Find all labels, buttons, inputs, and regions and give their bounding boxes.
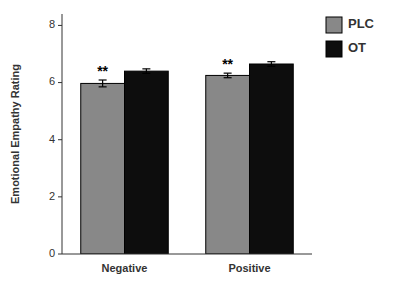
- y-tick: [58, 254, 62, 255]
- error-bar-cap: [99, 86, 107, 87]
- y-tick: [58, 196, 62, 197]
- legend-swatch: [326, 41, 342, 57]
- error-bar: [224, 73, 232, 78]
- legend-label: PLC: [348, 16, 375, 31]
- legend-swatch: [326, 17, 342, 33]
- error-bar-stem: [146, 69, 147, 74]
- error-bar-stem: [271, 62, 272, 67]
- error-bar: [267, 62, 275, 67]
- error-bar-stem: [102, 80, 103, 87]
- y-tick-label: 2: [49, 190, 55, 202]
- annotation: **: [97, 63, 108, 79]
- legend-label: OT: [348, 40, 366, 55]
- legend: PLC OT: [326, 16, 375, 57]
- error-bar-cap: [224, 77, 232, 78]
- x-axis-line: [62, 254, 312, 255]
- chart-svg: ** ** 0 2 4 6 8 Negative Positive Emotional Empat…: [0, 0, 400, 284]
- bar: [206, 75, 250, 254]
- error-bar-cap: [142, 73, 150, 74]
- error-bar-cap: [142, 68, 150, 69]
- error-bar-cap: [224, 73, 232, 74]
- y-tick: [58, 25, 62, 26]
- error-bar-stem: [227, 73, 228, 78]
- y-tick-label: 4: [49, 133, 55, 145]
- error-bar: [99, 80, 107, 87]
- y-tick: [58, 82, 62, 83]
- error-bar-cap: [267, 61, 275, 62]
- bar: [125, 71, 169, 254]
- y-axis-label: Emotional Empathy Rating: [9, 64, 21, 204]
- bar: [81, 83, 125, 254]
- x-tick-label: Negative: [102, 262, 148, 274]
- y-tick-label: 8: [49, 18, 55, 30]
- x-tick-label: Positive: [228, 262, 270, 274]
- error-bar-cap: [267, 66, 275, 67]
- error-bar-cap: [99, 79, 107, 80]
- annotation: **: [222, 56, 233, 72]
- error-bar: [142, 69, 150, 74]
- y-axis-line: [62, 14, 63, 254]
- y-tick-label: 6: [49, 75, 55, 87]
- y-tick-label: 0: [49, 247, 55, 259]
- y-tick: [58, 139, 62, 140]
- chart-container: ** ** 0 2 4 6 8 Negative Positive Emotional Empat…: [0, 0, 400, 284]
- bar: [250, 64, 294, 254]
- plot-area: [81, 62, 294, 254]
